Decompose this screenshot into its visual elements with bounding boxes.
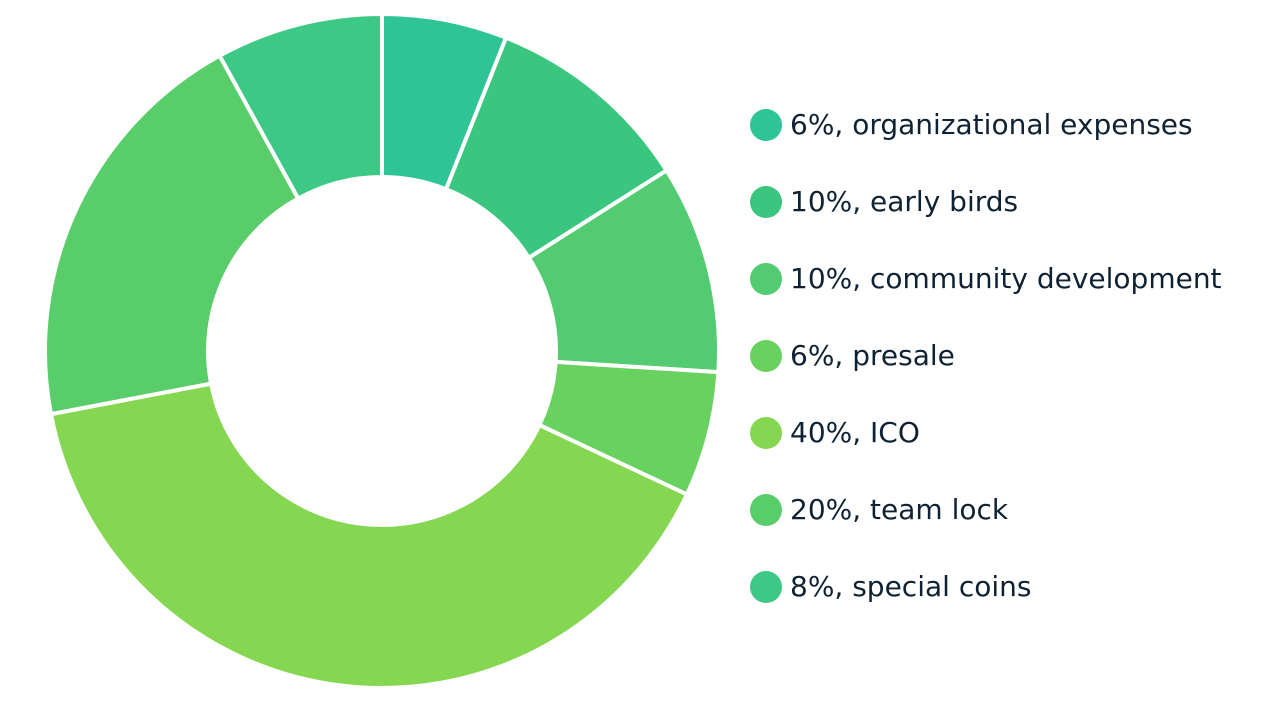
legend-label: 20%, team lock	[790, 493, 1009, 526]
legend-label: 8%, special coins	[790, 570, 1032, 603]
donut-slice	[216, 11, 384, 202]
legend-item-ico: 40%, ICO	[750, 414, 1222, 491]
legend-label: 6%, organizational expenses	[790, 108, 1193, 141]
legend-color-dot	[750, 494, 782, 526]
legend-item-community-development: 10%, community development	[750, 260, 1222, 337]
legend-item-team-lock: 20%, team lock	[750, 491, 1222, 568]
legend-item-special-coins: 8%, special coins	[750, 568, 1222, 645]
legend-color-dot	[750, 186, 782, 218]
chart-legend: 6%, organizational expenses 10%, early b…	[750, 106, 1222, 645]
legend-item-early-birds: 10%, early birds	[750, 183, 1222, 260]
legend-color-dot	[750, 417, 782, 449]
legend-label: 10%, early birds	[790, 185, 1019, 218]
legend-item-presale: 6%, presale	[750, 337, 1222, 414]
legend-label: 6%, presale	[790, 339, 955, 372]
donut-slice	[48, 381, 690, 690]
legend-color-dot	[750, 263, 782, 295]
legend-label: 40%, ICO	[790, 416, 920, 449]
legend-label: 10%, community development	[790, 262, 1222, 295]
legend-color-dot	[750, 571, 782, 603]
legend-item-organizational-expenses: 6%, organizational expenses	[750, 106, 1222, 183]
legend-color-dot	[750, 340, 782, 372]
legend-color-dot	[750, 109, 782, 141]
donut-slice	[43, 52, 301, 417]
